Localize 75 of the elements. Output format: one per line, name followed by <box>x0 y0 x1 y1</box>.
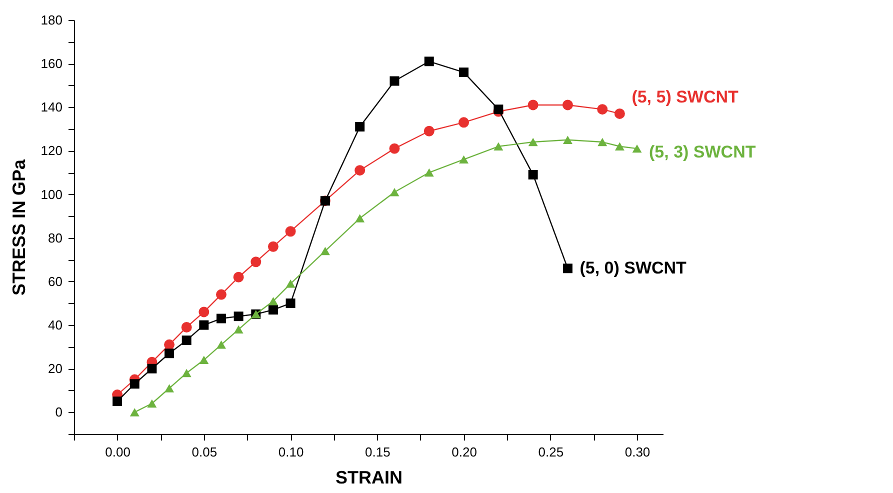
point <box>424 56 434 66</box>
y-tick-label: 40 <box>48 318 62 333</box>
y-tick-label: 60 <box>48 274 62 289</box>
x-tick-label: 0.30 <box>624 444 650 460</box>
point <box>130 379 140 389</box>
point <box>216 340 226 349</box>
point <box>562 100 573 110</box>
point <box>198 306 210 318</box>
point <box>130 408 140 416</box>
point <box>286 280 296 288</box>
point <box>268 296 278 306</box>
point <box>147 364 157 374</box>
point <box>147 399 157 408</box>
point <box>233 272 244 282</box>
point <box>199 320 209 330</box>
point <box>250 256 262 268</box>
x-tick-label: 0.20 <box>452 444 477 460</box>
x-tick-label: 0.00 <box>105 444 130 460</box>
y-tick-label: 80 <box>48 230 62 246</box>
point <box>390 188 400 196</box>
point <box>182 336 192 346</box>
point <box>562 264 572 274</box>
point <box>458 117 470 128</box>
y-tick-label: 20 <box>48 361 62 376</box>
y-tick-label: 0 <box>55 404 62 420</box>
point <box>112 396 122 406</box>
point <box>614 142 624 150</box>
x-axis-title: STRAIN <box>336 468 402 488</box>
y-tick-label: 160 <box>40 56 62 72</box>
point <box>459 155 469 164</box>
point <box>216 289 226 300</box>
point <box>164 348 174 358</box>
point <box>182 368 192 378</box>
point <box>494 142 504 150</box>
series-label: (5, 3) SWCNT <box>649 142 756 162</box>
point <box>216 314 226 324</box>
point <box>164 384 174 392</box>
point <box>424 168 434 177</box>
point <box>354 165 366 176</box>
y-tick-label: 140 <box>40 100 62 115</box>
point <box>614 108 625 119</box>
point <box>234 325 244 334</box>
point <box>286 298 296 308</box>
x-tick-label: 0.15 <box>365 444 390 460</box>
point <box>389 143 400 154</box>
x-tick-label: 0.25 <box>538 444 564 460</box>
point <box>597 104 608 115</box>
point <box>390 76 400 86</box>
point <box>424 126 434 136</box>
point <box>528 100 538 110</box>
y-tick-label: 120 <box>40 143 62 158</box>
point <box>355 214 365 222</box>
x-tick-label: 0.10 <box>278 444 304 460</box>
point <box>199 356 209 364</box>
y-tick-label: 100 <box>40 186 62 202</box>
point <box>632 144 642 153</box>
point <box>268 241 278 252</box>
point <box>528 170 538 180</box>
point <box>268 305 278 315</box>
series-label: (5, 5) SWCNT <box>632 88 740 107</box>
point <box>459 68 469 78</box>
point <box>494 104 504 114</box>
point <box>164 339 175 350</box>
point <box>528 138 538 146</box>
y-tick-label: 180 <box>40 12 62 28</box>
point <box>234 312 244 322</box>
point <box>181 322 192 332</box>
series-label: (5, 0) SWCNT <box>580 258 688 278</box>
point <box>320 246 330 256</box>
y-axis-title: STRESS IN GPa <box>8 158 29 296</box>
point <box>598 138 608 146</box>
x-tick-label: 0.05 <box>192 444 218 460</box>
point <box>355 122 365 132</box>
point <box>562 136 572 144</box>
point <box>285 226 296 237</box>
